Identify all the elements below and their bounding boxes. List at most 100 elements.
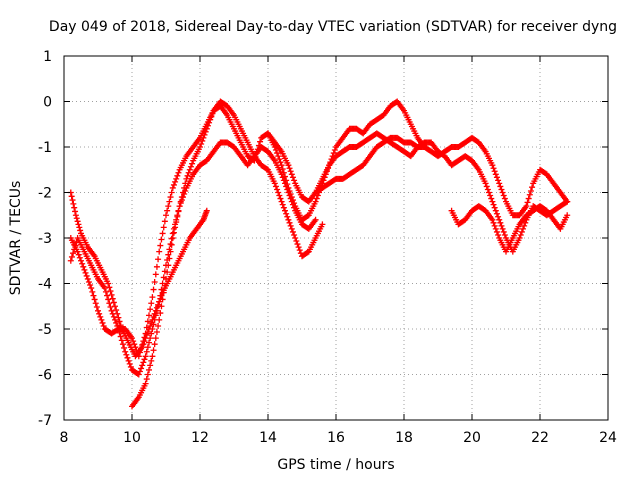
data-point xyxy=(498,186,505,193)
data-point xyxy=(168,241,175,248)
data-point xyxy=(90,292,97,299)
data-point xyxy=(167,241,174,248)
data-point xyxy=(291,231,298,238)
data-point xyxy=(285,162,292,169)
data-point xyxy=(517,231,524,238)
data-point xyxy=(126,360,133,367)
data-point xyxy=(161,282,168,289)
y-tick-label: -5 xyxy=(38,322,52,338)
data-point xyxy=(157,242,164,249)
data-point xyxy=(520,225,526,232)
data-point xyxy=(105,296,112,303)
data-point xyxy=(487,192,494,199)
data-point xyxy=(293,238,300,245)
data-point xyxy=(131,341,138,348)
data-point xyxy=(112,316,118,323)
data-point xyxy=(106,284,113,291)
data-point xyxy=(98,316,105,323)
data-point xyxy=(136,349,143,356)
data-point xyxy=(70,250,77,257)
data-point xyxy=(119,341,126,348)
data-point xyxy=(278,162,285,169)
data-point xyxy=(201,131,208,138)
data-point xyxy=(294,241,301,248)
x-tick-label: 16 xyxy=(327,430,345,446)
data-point xyxy=(156,298,163,305)
data-point xyxy=(312,198,319,205)
data-point xyxy=(497,219,504,226)
data-point xyxy=(489,162,496,169)
data-point xyxy=(116,318,123,325)
data-point xyxy=(160,224,167,231)
data-point xyxy=(278,198,285,205)
data-point xyxy=(170,229,177,236)
data-point xyxy=(165,203,172,210)
data-point xyxy=(167,194,174,201)
data-point xyxy=(282,207,288,214)
data-point xyxy=(289,174,296,181)
data-point xyxy=(199,137,206,144)
data-point xyxy=(288,171,295,178)
data-point xyxy=(82,269,89,276)
data-point xyxy=(158,303,165,310)
data-point xyxy=(275,189,282,196)
data-point xyxy=(71,204,78,211)
data-point xyxy=(253,150,260,157)
data-point xyxy=(172,178,179,185)
data-point xyxy=(105,280,112,287)
data-point xyxy=(152,271,159,278)
data-point xyxy=(174,213,181,220)
data-point xyxy=(279,165,286,172)
data-point xyxy=(147,362,154,369)
data-point xyxy=(493,174,500,181)
data-point xyxy=(153,307,160,314)
data-point xyxy=(287,168,294,175)
data-point xyxy=(135,371,142,378)
data-point xyxy=(284,213,291,220)
data-point xyxy=(501,195,508,202)
data-point xyxy=(152,312,159,319)
data-point xyxy=(157,310,164,317)
data-point xyxy=(284,181,291,188)
data-point xyxy=(285,184,292,191)
data-point xyxy=(200,134,207,141)
data-point xyxy=(167,248,174,255)
x-tick-label: 22 xyxy=(531,430,549,446)
data-point xyxy=(79,260,86,267)
data-point xyxy=(93,304,100,311)
data-point xyxy=(91,296,98,303)
data-point xyxy=(153,329,160,336)
data-point xyxy=(109,310,116,317)
data-point xyxy=(183,175,190,182)
data-point xyxy=(563,199,570,206)
data-point xyxy=(206,119,213,126)
data-point xyxy=(529,184,536,191)
data-point xyxy=(150,286,157,293)
data-point xyxy=(113,307,120,314)
data-point xyxy=(148,330,155,337)
data-point xyxy=(291,177,298,184)
data-point xyxy=(156,248,163,255)
x-tick-label: 12 xyxy=(191,430,209,446)
data-point xyxy=(283,210,290,217)
data-point xyxy=(564,212,571,219)
data-point xyxy=(141,334,148,341)
data-point xyxy=(500,228,507,235)
data-point xyxy=(140,338,147,345)
data-point xyxy=(107,288,114,295)
data-point xyxy=(68,253,75,260)
data-point xyxy=(166,198,173,205)
data-point xyxy=(75,251,82,258)
data-point xyxy=(151,341,158,348)
data-point xyxy=(144,318,151,325)
data-point xyxy=(207,116,214,123)
data-point xyxy=(173,175,180,182)
data-point xyxy=(124,354,131,361)
y-tick-label: 1 xyxy=(43,49,52,65)
data-point xyxy=(161,218,168,225)
data-point xyxy=(110,299,117,306)
data-point xyxy=(496,180,503,187)
data-point xyxy=(283,177,290,184)
data-point xyxy=(286,219,293,226)
